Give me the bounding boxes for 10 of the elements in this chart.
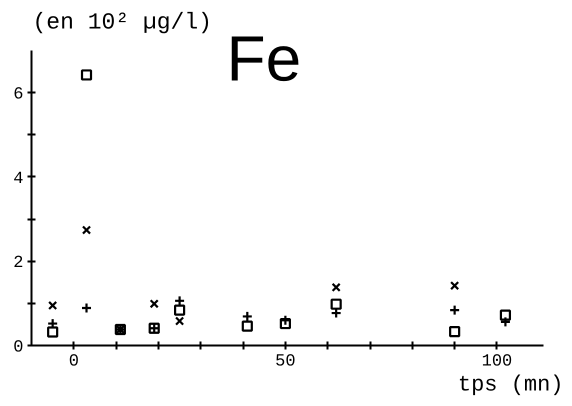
x-tick-label: 50 bbox=[275, 352, 296, 372]
x-tick-label: 0 bbox=[68, 352, 79, 372]
y-tick-label: 2 bbox=[13, 254, 24, 274]
x-axis-title: tps (mn) bbox=[458, 372, 564, 398]
y-tick-label: 0 bbox=[13, 338, 24, 358]
chart-title: Fe bbox=[226, 22, 302, 94]
y-tick-label: 4 bbox=[13, 170, 24, 189]
y-tick-label: 6 bbox=[13, 86, 24, 105]
x-tick-label: 100 bbox=[482, 352, 512, 372]
y-axis-title: (en 10² µg/l) bbox=[32, 10, 212, 36]
